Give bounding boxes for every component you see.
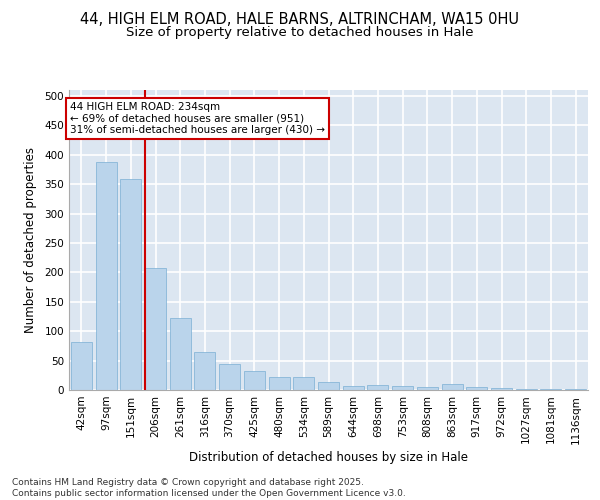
- Bar: [244, 370, 265, 390]
- Bar: [367, 386, 388, 390]
- Bar: [95, 162, 116, 390]
- X-axis label: Distribution of detached houses by size in Hale: Distribution of detached houses by size …: [189, 450, 468, 464]
- Bar: [343, 386, 364, 390]
- Bar: [194, 352, 215, 390]
- Bar: [442, 384, 463, 390]
- Bar: [269, 377, 290, 390]
- Bar: [293, 377, 314, 390]
- Bar: [71, 342, 92, 390]
- Bar: [120, 180, 141, 390]
- Bar: [516, 389, 537, 390]
- Bar: [491, 388, 512, 390]
- Bar: [565, 389, 586, 390]
- Bar: [392, 386, 413, 390]
- Text: Contains HM Land Registry data © Crown copyright and database right 2025.
Contai: Contains HM Land Registry data © Crown c…: [12, 478, 406, 498]
- Bar: [219, 364, 240, 390]
- Text: 44 HIGH ELM ROAD: 234sqm
← 69% of detached houses are smaller (951)
31% of semi-: 44 HIGH ELM ROAD: 234sqm ← 69% of detach…: [70, 102, 325, 135]
- Bar: [466, 387, 487, 390]
- Bar: [170, 318, 191, 390]
- Text: Size of property relative to detached houses in Hale: Size of property relative to detached ho…: [126, 26, 474, 39]
- Text: 44, HIGH ELM ROAD, HALE BARNS, ALTRINCHAM, WA15 0HU: 44, HIGH ELM ROAD, HALE BARNS, ALTRINCHA…: [80, 12, 520, 28]
- Bar: [145, 268, 166, 390]
- Bar: [417, 387, 438, 390]
- Y-axis label: Number of detached properties: Number of detached properties: [25, 147, 37, 333]
- Bar: [318, 382, 339, 390]
